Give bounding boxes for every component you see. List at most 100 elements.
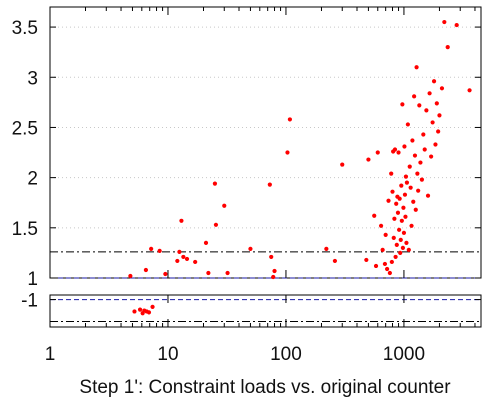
data-point — [418, 160, 423, 165]
data-point — [429, 154, 434, 159]
data-point — [184, 256, 190, 262]
data-point — [403, 174, 409, 179]
data-point — [407, 164, 412, 169]
lower-reference-lines — [50, 299, 481, 323]
data-point — [146, 310, 152, 315]
data-point — [467, 88, 472, 93]
data-point — [401, 230, 407, 235]
lower-plot-frame — [49, 294, 482, 328]
upper-y-ticks: 1 1.5 2 2.5 3 3.5 — [12, 18, 481, 290]
data-point — [425, 193, 431, 198]
data-point — [400, 245, 405, 250]
data-point — [150, 304, 155, 309]
data-point — [375, 150, 380, 155]
data-point — [421, 132, 426, 137]
data-point — [132, 309, 137, 314]
data-point — [412, 153, 418, 158]
data-point — [419, 177, 425, 182]
data-point — [332, 258, 338, 264]
x-axis-title: Step 1': Constraint loads vs. original c… — [79, 377, 451, 398]
y-tick-label: 2.5 — [12, 118, 38, 139]
upper-panel: 1 1.5 2 2.5 3 3.5 — [12, 6, 482, 290]
data-point — [442, 19, 447, 25]
data-point — [398, 237, 403, 242]
data-point — [206, 270, 211, 276]
data-point — [406, 247, 411, 252]
data-point — [409, 223, 414, 228]
y-tick-label: 2 — [27, 169, 38, 190]
data-point — [394, 242, 399, 247]
x-tick-label: 10 — [157, 344, 178, 365]
data-point — [248, 246, 253, 251]
data-point — [402, 144, 407, 149]
upper-grid — [50, 26, 481, 229]
data-point — [389, 171, 394, 176]
data-point — [392, 147, 398, 152]
data-point — [181, 254, 186, 260]
data-point — [454, 22, 459, 28]
data-point — [412, 94, 417, 99]
y-tick-label: 3 — [27, 68, 38, 89]
data-point — [410, 138, 415, 143]
data-point — [373, 263, 379, 269]
lower-y-ticks: -1 — [21, 291, 481, 312]
data-point — [399, 183, 404, 188]
data-point — [385, 266, 390, 272]
data-point — [378, 223, 384, 228]
data-point — [399, 218, 404, 223]
data-point — [177, 249, 182, 255]
data-point — [414, 65, 419, 70]
data-point — [404, 240, 409, 245]
data-point — [427, 91, 432, 96]
data-point — [422, 147, 427, 152]
upper-points — [128, 19, 472, 280]
data-point — [403, 214, 408, 219]
data-point — [285, 150, 290, 155]
x-tick-label: 1000 — [383, 344, 425, 365]
data-point — [340, 162, 345, 167]
upper-reference-lines — [50, 251, 481, 279]
lower-panel: -1 — [21, 291, 482, 328]
y-tick-label: -1 — [21, 291, 38, 312]
data-point — [143, 267, 149, 273]
data-point — [271, 274, 276, 280]
x-axis: 1 10 100 1000 — [45, 7, 476, 365]
data-point — [157, 248, 162, 253]
data-point — [411, 199, 416, 204]
data-point — [401, 205, 406, 210]
data-point — [212, 181, 218, 186]
data-point — [434, 101, 439, 106]
data-point — [179, 218, 184, 223]
data-point — [267, 182, 272, 187]
data-point — [269, 254, 274, 260]
data-point — [137, 307, 143, 312]
data-point — [439, 86, 445, 91]
data-point — [416, 188, 421, 193]
data-point — [394, 201, 399, 206]
data-point — [193, 259, 198, 265]
data-point — [203, 240, 209, 245]
data-point — [383, 232, 388, 237]
data-point — [396, 150, 401, 155]
data-point — [413, 207, 418, 212]
data-point — [393, 254, 398, 260]
x-tick-label: 100 — [270, 344, 302, 365]
data-point — [163, 271, 168, 277]
data-point — [272, 268, 277, 274]
data-point — [405, 122, 410, 127]
data-point — [287, 117, 292, 122]
data-point — [372, 213, 377, 218]
data-point — [225, 270, 230, 276]
data-point — [445, 45, 450, 50]
data-point — [415, 171, 420, 176]
data-point — [436, 129, 441, 134]
data-point — [149, 246, 154, 251]
data-point — [397, 196, 402, 201]
lower-points — [132, 304, 155, 316]
data-point — [395, 210, 401, 215]
data-point — [398, 250, 403, 256]
y-tick-label: 3.5 — [12, 18, 38, 39]
y-tick-label: 1 — [27, 269, 38, 290]
data-point — [397, 227, 402, 232]
